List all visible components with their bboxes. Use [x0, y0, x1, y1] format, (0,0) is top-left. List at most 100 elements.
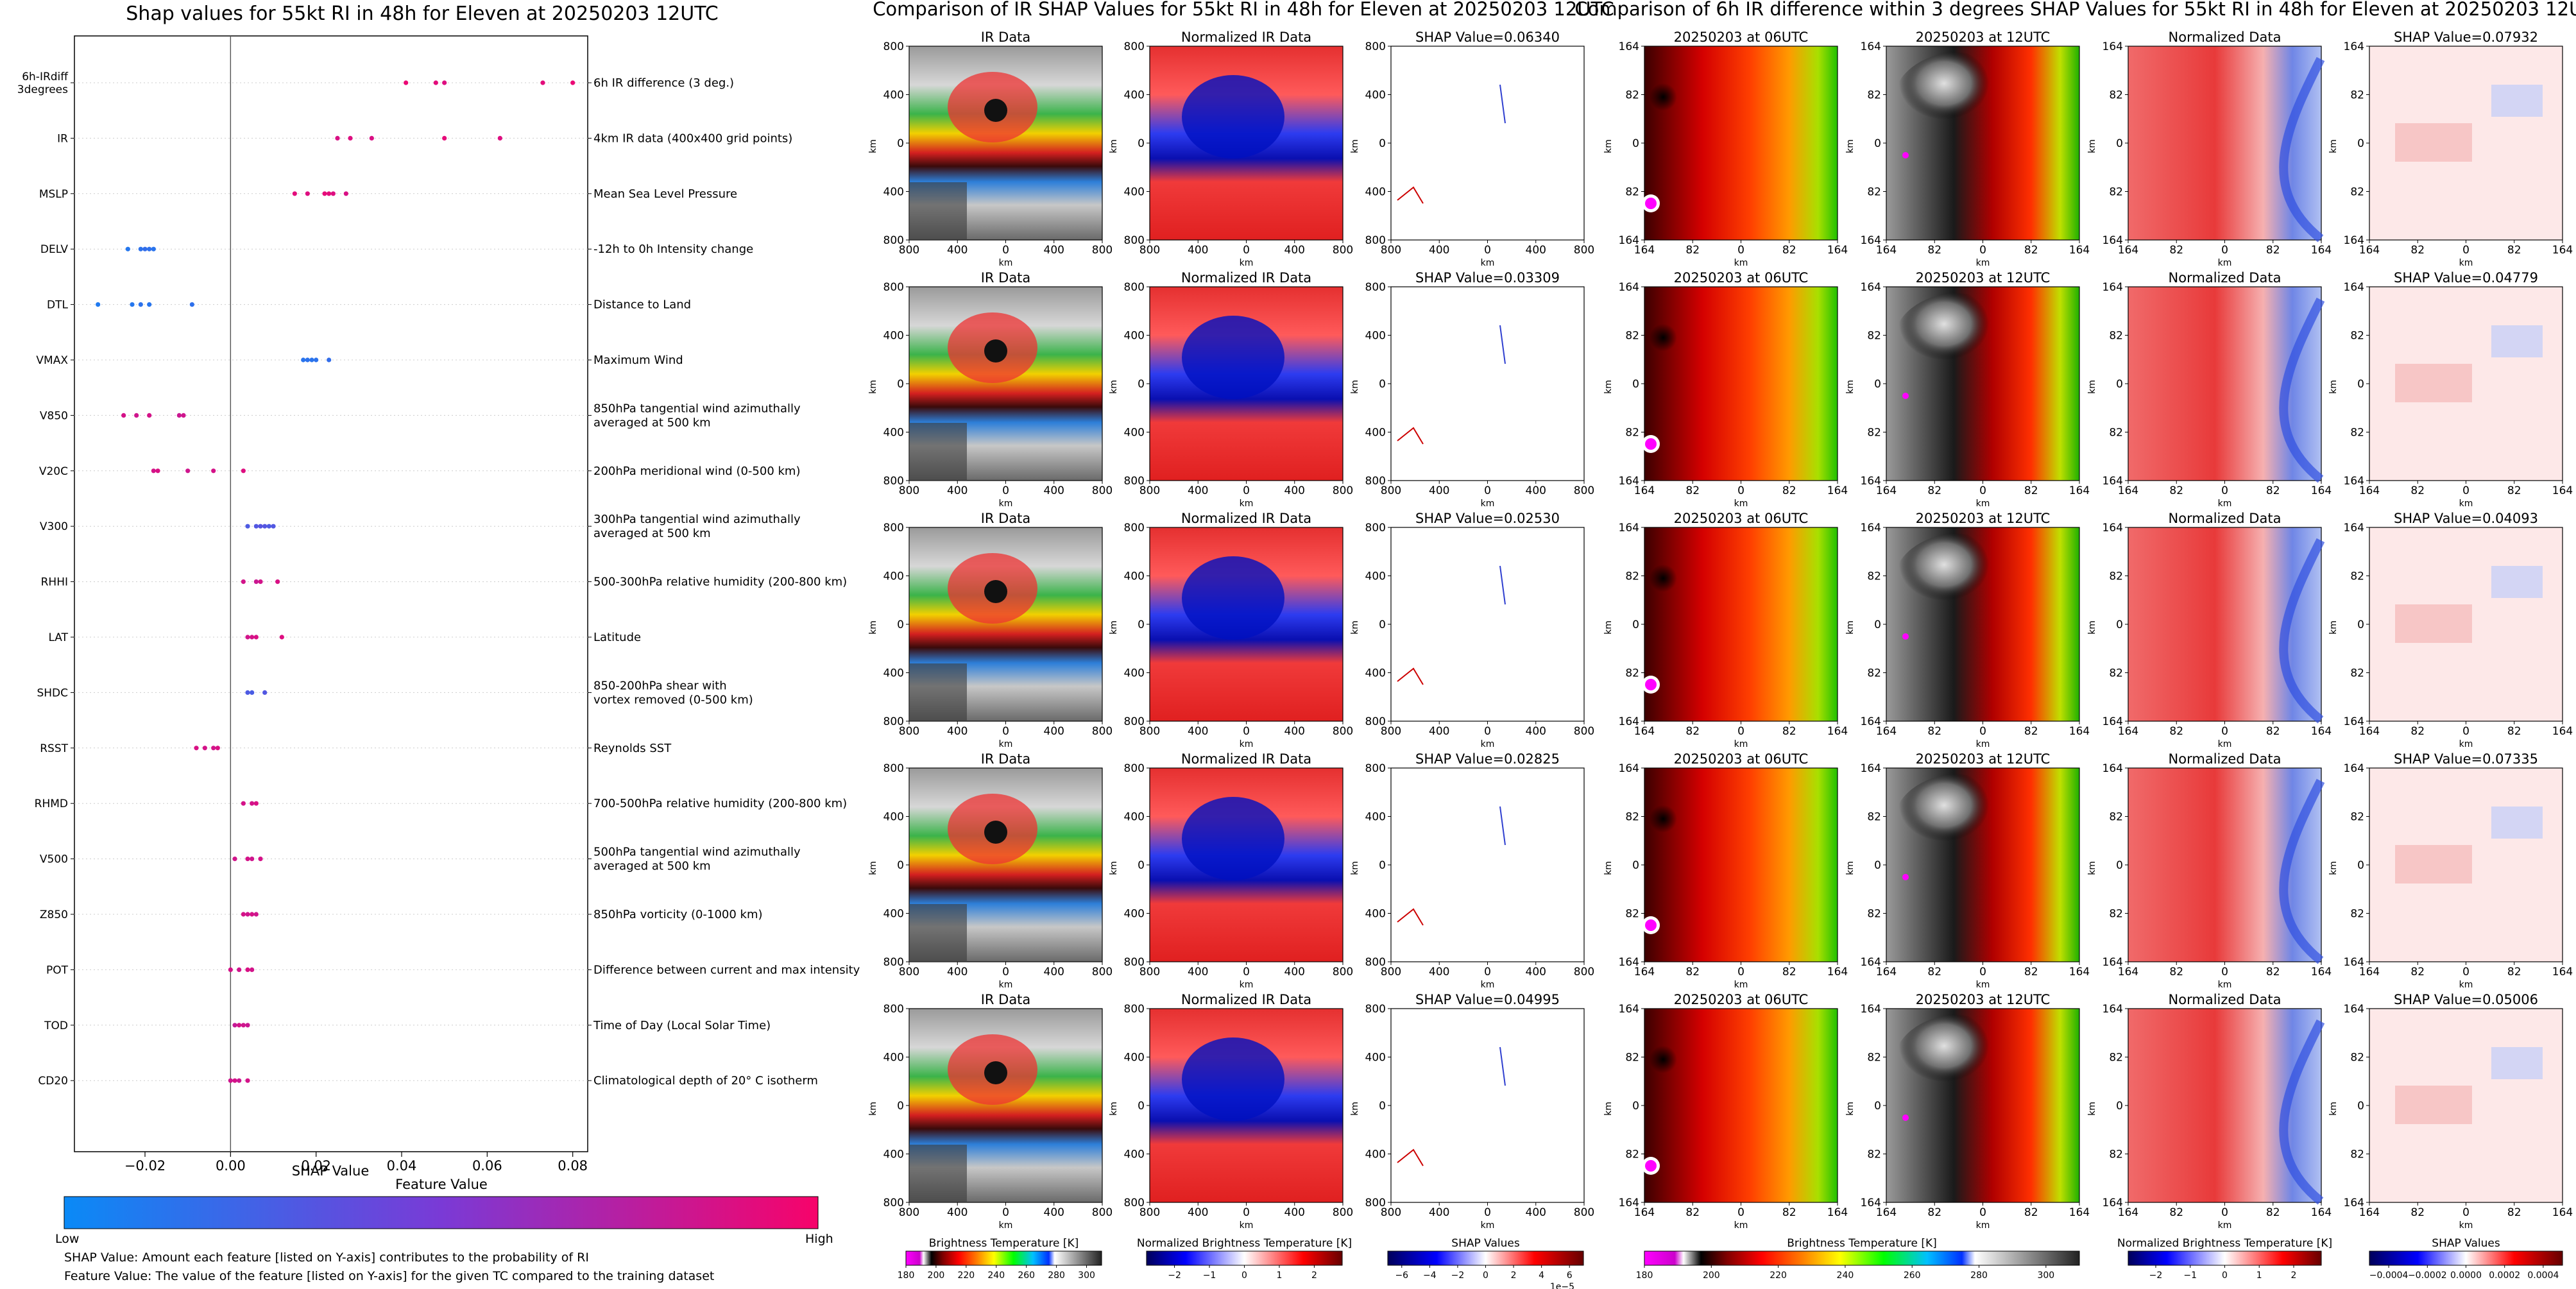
shap-point [322, 191, 327, 196]
panel-y-tick-label: 800 [1124, 40, 1145, 53]
shap-patch [2491, 1047, 2543, 1079]
panel-y-tick-label: 82 [1867, 908, 1881, 921]
panel-x-axis-label: km [1734, 499, 1748, 509]
panel-y-tick-label: 800 [1365, 1003, 1386, 1016]
panel-x-tick-label: 400 [1526, 484, 1546, 497]
panel-x-axis-label: km [999, 499, 1013, 509]
shap-point [250, 635, 255, 640]
panel-x-tick-label: 164 [2069, 966, 2090, 978]
panel-y-tick-label: 400 [1365, 811, 1386, 824]
panel-y-tick-label: 400 [1365, 89, 1386, 102]
panel-x-tick-label: 164 [2069, 1206, 2090, 1219]
colorbar-gradient [905, 1251, 1102, 1266]
feature-label: V300 [40, 520, 68, 533]
panel-y-tick-label: 800 [883, 522, 904, 534]
panel-y-tick-label: 82 [2350, 667, 2364, 680]
panel-x-tick-label: 0 [1243, 966, 1250, 978]
panel-x-tick-label: 82 [2169, 244, 2183, 257]
colorbar-tick-label: 200 [1703, 1270, 1720, 1281]
panel-title: SHAP Value=0.05006 [2394, 992, 2538, 1007]
panel-y-axis-label: km [1350, 139, 1360, 153]
shap-point [570, 80, 576, 85]
panel-x-tick-label: 82 [2169, 966, 2183, 978]
x-tick-label: −0.02 [124, 1158, 166, 1174]
panel-y-tick-label: 82 [1625, 908, 1639, 921]
panel-y-axis-label: km [2087, 139, 2097, 153]
shap-point [253, 912, 259, 917]
panel-x-tick-label: 82 [2507, 725, 2521, 738]
panel-y-tick-label: 800 [1124, 1197, 1145, 1209]
colorbar-tick-label: 260 [1018, 1270, 1035, 1281]
panel-x-tick-label: 164 [2552, 1206, 2573, 1219]
x-tick-label: 0.08 [558, 1158, 588, 1174]
shap-point [245, 857, 250, 862]
panel-y-tick-label: 164 [1861, 475, 1881, 488]
irdiff-12utc-panel: 20250203 at 12UTC1641648282008282164164k… [1845, 992, 2090, 1231]
panel-x-tick-label: 0 [1002, 1206, 1009, 1219]
panel-x-tick-label: 0 [1243, 244, 1250, 257]
panel-y-tick-label: 0 [897, 1100, 904, 1113]
panel-title: 20250203 at 06UTC [1674, 751, 1809, 767]
shap-point [121, 413, 126, 418]
panel-x-tick-label: 82 [2266, 725, 2280, 738]
panel-x-tick-label: 0 [2462, 1206, 2469, 1219]
panel-title: IR Data [981, 511, 1031, 526]
panel-y-tick-label: 164 [2103, 40, 2123, 53]
panel-y-tick-label: 0 [1379, 619, 1386, 631]
panel-y-tick-label: 164 [1619, 715, 1639, 728]
beeswarm-feature-descriptions: 6h IR difference (3 deg.) 4km IR data (40… [593, 76, 860, 1088]
panel-x-axis-label: km [2218, 980, 2232, 990]
panel-x-tick-label: 82 [2410, 244, 2425, 257]
panel-y-tick-label: 82 [1867, 811, 1881, 824]
shap-point [181, 413, 186, 418]
panel-x-axis-label: km [2459, 980, 2473, 990]
panel-x-axis-label: km [1240, 1220, 1254, 1231]
panel-x-tick-label: 0 [1737, 966, 1744, 978]
panel-x-tick-label: 82 [1782, 484, 1796, 497]
shap-point [245, 967, 250, 972]
satellite-panel-grid: IR Data 800 800 400 400 0 0 400 400 800 800 km km Nor… [868, 30, 2573, 1231]
ir-bt-colorbar: Brightness Temperature [K] 180 200 220 240 26… [898, 1237, 1102, 1281]
panel-y-tick-label: 400 [883, 427, 904, 440]
panel-y-tick-label: 0 [1379, 859, 1386, 872]
shap-point [275, 579, 280, 585]
panel-y-tick-label: 164 [2103, 234, 2123, 247]
panel-y-tick-label: 400 [1365, 330, 1386, 343]
panel-x-tick-label: 0 [1979, 1206, 1986, 1219]
beeswarm-title: Shap values for 55kt RI in 48h for Eleve… [126, 3, 718, 25]
panel-x-tick-label: 400 [1526, 725, 1546, 738]
panel-image [1390, 46, 1585, 241]
panel-y-tick-label: 0 [1874, 1100, 1881, 1113]
panel-x-axis-label: km [2218, 1220, 2232, 1231]
irdiff-shap-panel: SHAP Value=0.079321641648282008282164164… [2328, 30, 2573, 268]
shap-point [194, 746, 199, 751]
panel-x-tick-label: 400 [1284, 484, 1305, 497]
panel-x-tick-label: 82 [2507, 484, 2521, 497]
feature-label: Z850 [40, 909, 68, 921]
panel-x-axis-label: km [1240, 258, 1254, 268]
panel-y-axis-label: km [2328, 139, 2339, 153]
shap-point [348, 135, 353, 141]
feature-label: DTL [47, 299, 68, 312]
panel-y-tick-label: 164 [1619, 762, 1639, 775]
panel-x-tick-label: 164 [1634, 484, 1655, 497]
panel-y-tick-label: 82 [1625, 1052, 1639, 1064]
irdiff-normalized-panel: Normalized Data1641648282008282164164kmk… [2087, 511, 2332, 749]
panel-y-axis-label: km [1350, 1102, 1360, 1116]
panel-y-tick-label: 400 [883, 89, 904, 102]
panel-y-axis-label: km [2328, 380, 2339, 394]
shap-point [369, 135, 374, 141]
panel-y-tick-label: 164 [1619, 475, 1639, 488]
feature-label: VMAX [36, 354, 68, 367]
dark-core [1647, 562, 1693, 608]
panel-x-axis-label: km [1481, 499, 1495, 509]
colorbar-tick-label: 220 [1770, 1270, 1787, 1281]
cold-cloud-shield [1893, 293, 2021, 396]
feature-label: LAT [48, 631, 68, 644]
panel-x-tick-label: 800 [1333, 725, 1353, 738]
panel-y-tick-label: 164 [1619, 1003, 1639, 1016]
panel-y-tick-label: 0 [2116, 378, 2123, 391]
shap-point [245, 524, 250, 529]
panel-title: SHAP Value=0.04779 [2394, 270, 2538, 286]
